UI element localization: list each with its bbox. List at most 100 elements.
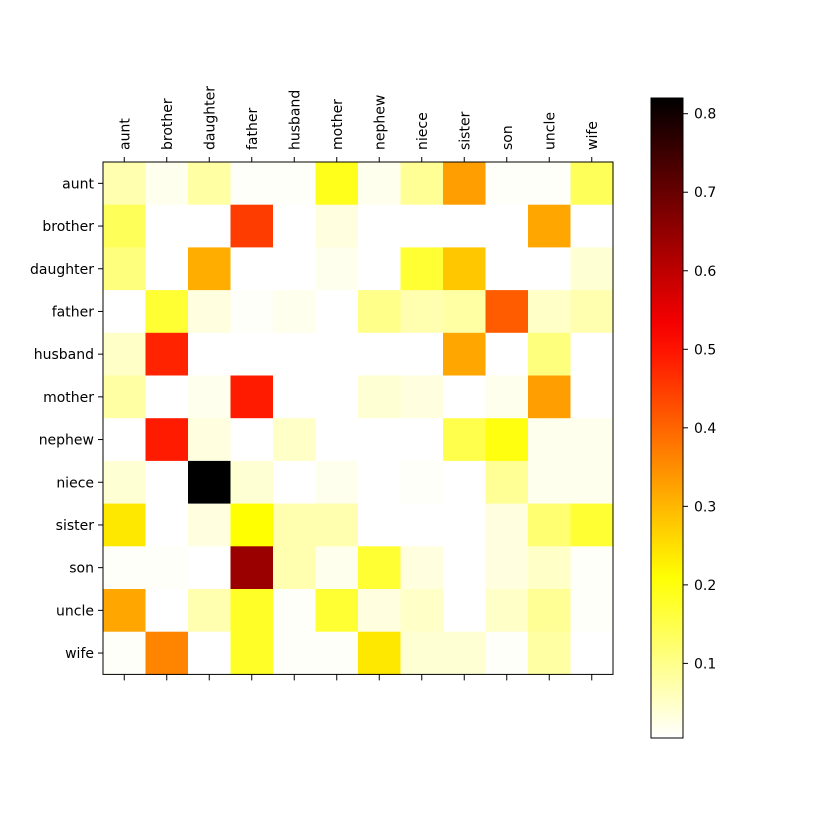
heatmap-cell bbox=[145, 375, 189, 419]
heatmap-cell bbox=[358, 162, 401, 206]
heatmap-cell bbox=[570, 332, 614, 376]
heatmap-cell bbox=[443, 503, 486, 547]
heatmap-cell bbox=[358, 375, 401, 419]
heatmap-cell bbox=[230, 631, 274, 675]
y-tick-label: husband bbox=[34, 347, 94, 363]
heatmap-cell bbox=[103, 332, 146, 376]
heatmap-cell bbox=[145, 332, 189, 376]
heatmap-cell bbox=[315, 247, 359, 291]
heatmap-cell bbox=[443, 247, 486, 291]
heatmap-cell bbox=[273, 631, 316, 675]
heatmap-cell bbox=[230, 546, 274, 590]
heatmap-cell bbox=[273, 460, 316, 505]
heatmap-cell bbox=[315, 589, 359, 633]
heatmap-cell bbox=[145, 162, 189, 206]
heatmap-cell bbox=[400, 589, 444, 633]
heatmap-cell bbox=[188, 631, 231, 675]
x-axis-top: aunt brother daughter father husband mother ne… bbox=[117, 86, 601, 681]
colorbar: 0.1 0.2 0.3 0.4 0.5 0.6 0.7 0.8 bbox=[650, 97, 716, 739]
heatmap-cell bbox=[485, 546, 529, 590]
heatmap-cell bbox=[145, 460, 189, 505]
heatmap-cell bbox=[315, 332, 359, 376]
heatmap-cell bbox=[358, 290, 401, 334]
x-tick-label: sister bbox=[457, 111, 473, 150]
heatmap-cell bbox=[358, 204, 401, 248]
heatmap-cell bbox=[315, 418, 359, 462]
heatmap-cell bbox=[358, 418, 401, 462]
heatmap-cell bbox=[528, 631, 571, 675]
heatmap-cell bbox=[443, 290, 486, 334]
heatmap-cell bbox=[528, 375, 571, 419]
heatmap-cell bbox=[103, 631, 146, 675]
heatmap-cell bbox=[570, 460, 614, 505]
heatmap-cell bbox=[485, 162, 529, 206]
x-tick-label: husband bbox=[287, 90, 303, 150]
x-tick-label: wife bbox=[585, 121, 601, 150]
heatmap-cell bbox=[400, 546, 444, 590]
heatmap-cell bbox=[230, 375, 274, 419]
heatmap-cell bbox=[103, 589, 146, 633]
heatmap-cell bbox=[230, 589, 274, 633]
heatmap-cell bbox=[273, 503, 316, 547]
heatmap-cell bbox=[188, 589, 231, 633]
heatmap-cells bbox=[103, 162, 614, 675]
heatmap-cell bbox=[400, 332, 444, 376]
heatmap-cell bbox=[443, 375, 486, 419]
heatmap-cell bbox=[528, 290, 571, 334]
heatmap-cell bbox=[315, 375, 359, 419]
heatmap-cell bbox=[145, 418, 189, 462]
y-tick-label: nephew bbox=[39, 433, 94, 449]
heatmap-cell bbox=[315, 460, 359, 505]
heatmap-cell bbox=[528, 162, 571, 206]
heatmap-cell bbox=[358, 546, 401, 590]
heatmap-cell bbox=[485, 375, 529, 419]
heatmap-cell bbox=[315, 204, 359, 248]
heatmap-cell bbox=[315, 631, 359, 675]
colorbar-tick-label: 0.8 bbox=[694, 107, 716, 123]
heatmap-cell bbox=[570, 631, 614, 675]
y-tick-label: daughter bbox=[30, 262, 94, 278]
heatmap-cell bbox=[358, 460, 401, 505]
x-tick-label: father bbox=[245, 108, 261, 150]
heatmap-cell bbox=[230, 247, 274, 291]
heatmap-cell bbox=[188, 204, 231, 248]
y-axis: aunt brother daughter father husband mother ne… bbox=[30, 176, 103, 662]
colorbar-tick-label: 0.6 bbox=[694, 264, 716, 280]
heatmap-cell bbox=[230, 503, 274, 547]
heatmap-cell bbox=[188, 247, 231, 291]
heatmap-cell bbox=[400, 204, 444, 248]
heatmap-cell bbox=[188, 375, 231, 419]
heatmap-cell bbox=[528, 247, 571, 291]
heatmap-cell bbox=[315, 290, 359, 334]
heatmap-cell bbox=[273, 418, 316, 462]
heatmap-cell bbox=[103, 247, 146, 291]
heatmap-cell bbox=[485, 460, 529, 505]
heatmap-cell bbox=[400, 631, 444, 675]
heatmap-cell bbox=[400, 418, 444, 462]
heatmap-cell bbox=[188, 332, 231, 376]
heatmap-cell bbox=[273, 546, 316, 590]
colorbar-tick-label: 0.1 bbox=[694, 656, 716, 672]
colorbar-frame bbox=[650, 97, 684, 739]
heatmap-cell bbox=[358, 247, 401, 291]
heatmap-cell bbox=[103, 162, 146, 206]
x-tick-label: brother bbox=[160, 98, 176, 150]
y-tick-label: wife bbox=[65, 646, 94, 662]
heatmap-cell bbox=[230, 418, 274, 462]
heatmap-cell bbox=[400, 375, 444, 419]
colorbar-tick-label: 0.4 bbox=[694, 421, 716, 437]
heatmap-cell bbox=[400, 162, 444, 206]
heatmap-cell bbox=[273, 204, 316, 248]
heatmap-cell bbox=[570, 503, 614, 547]
heatmap-cell bbox=[528, 546, 571, 590]
heatmap-cell bbox=[230, 332, 274, 376]
heatmap-cell bbox=[273, 589, 316, 633]
colorbar-tick-label: 0.5 bbox=[694, 342, 716, 358]
heatmap-cell bbox=[145, 290, 189, 334]
heatmap-cell bbox=[103, 546, 146, 590]
y-tick-label: father bbox=[52, 304, 94, 320]
heatmap-cell bbox=[528, 589, 571, 633]
heatmap-cell bbox=[485, 589, 529, 633]
heatmap-cell bbox=[230, 204, 274, 248]
y-tick-label: son bbox=[69, 561, 94, 577]
